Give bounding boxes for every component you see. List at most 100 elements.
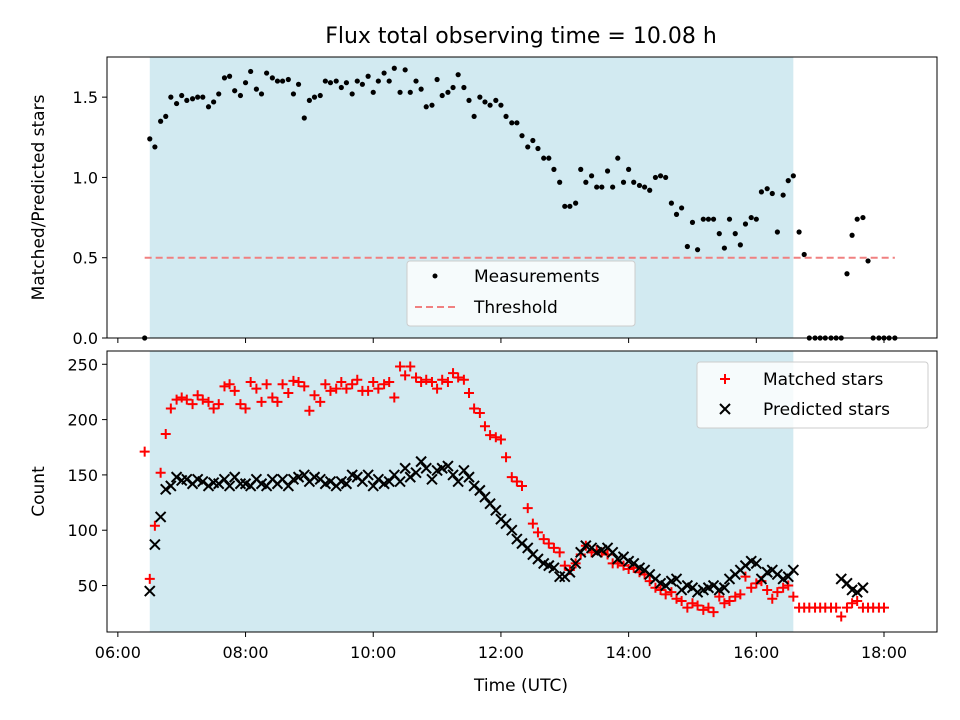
measurement-point [849,232,855,238]
matched-star-point [698,604,709,615]
y-tick-label: 50 [78,577,98,596]
matched-star-point [841,602,852,613]
matched-star-point [235,399,246,410]
matched-star-point [368,376,379,387]
predicted-star-point [463,471,475,483]
predicted-star-point [474,484,486,497]
measurement-point [599,184,605,190]
count-legend-box [696,361,929,429]
measurement-point [397,89,403,95]
measurement-point [525,144,531,150]
x-tick-label: 18:00 [861,643,907,662]
matched-star-point [229,385,240,396]
measurement-point [541,155,547,161]
matched-star-point [559,560,570,571]
matched-star-point [783,580,794,591]
matched-star-point [379,379,390,390]
predicted-star-point [782,570,794,583]
count-panel: 50 100 150 200 250 06:00 08:00 10:00 12:00 14:00… [29,350,938,662]
matched-star-point [208,403,219,414]
predicted-star-point [670,573,683,585]
predicted-star-point [564,566,576,578]
matched-star-point [426,376,437,387]
measurement-point [785,178,791,184]
y-tick-label: 250 [67,355,98,374]
matched-star-point [442,376,453,387]
matched-star-point [176,392,187,403]
predicted-star-point [452,475,464,488]
measurement-point [413,78,419,84]
matched-star-point [400,370,411,381]
measurement-point [583,179,589,185]
matched-star-point [192,390,203,401]
matched-star-point [724,596,735,607]
measurement-point [429,102,435,108]
matched-star-point [453,372,464,383]
x-tick-label: 10:00 [350,643,396,662]
measurement-point [710,216,717,222]
matched-star-point [272,396,283,407]
matched-star-point [464,388,475,399]
measurement-point [780,192,786,198]
predicted-star-point [160,483,172,495]
measurement-point [450,84,456,91]
measurement-point [343,80,350,86]
y-tick-label: 0.5 [73,249,98,268]
predicted-star-point [841,577,853,590]
predicted-star-point [522,542,534,554]
predicted-star-point [223,480,236,492]
measurement-point [615,155,621,161]
measurement-point [844,271,850,277]
matched-star-point [527,518,538,529]
measurement-point [147,136,153,142]
matched-star-point [213,399,224,410]
matched-star-point [416,376,427,387]
matched-star-point [554,547,565,558]
x-axis-label: Time (UTC) [473,676,568,696]
measurement-point [179,92,185,99]
matched-star-point [267,392,278,403]
predicted-star-point [218,473,231,486]
measurement-point [493,97,499,103]
predicted-star-point [170,471,183,483]
matched-star-point [347,379,358,390]
matched-star-point [831,602,842,613]
predicted-star-point [718,582,731,594]
measurement-point [434,76,440,83]
matched-star-point [171,394,182,405]
matched-star-point [788,591,799,602]
measurement-point [594,184,600,190]
matched-star-point [687,598,698,609]
measurement-point [758,189,765,195]
measurement-point [716,231,722,237]
measurement-point [439,92,445,99]
matched-star-point [261,379,272,390]
legend-x-glyph [719,403,731,415]
measurement-point [423,104,429,110]
measurement-point [684,243,690,250]
count-axes-frame [106,350,938,633]
measurement-point [189,96,196,102]
measurement-point [769,190,775,197]
legend-matched-plus-icon [720,374,730,384]
measurement-point [514,120,520,126]
measurement-point [349,91,355,97]
y-tick-label: 150 [67,466,98,485]
measurement-point [407,89,413,95]
x-tick-label: 08:00 [222,643,268,662]
ratio-legend-box [406,260,636,327]
measurement-point [253,86,259,92]
matched-star-point [671,593,682,604]
matched-star-point [719,598,730,609]
matched-star-point [155,467,166,478]
measurement-point [647,187,653,193]
measurement-point [327,80,334,86]
measurement-point [503,113,509,120]
x-tick-label: 14:00 [606,643,652,662]
measurement-point [652,174,659,181]
measurement-point [588,173,595,179]
measurement-point [269,75,275,81]
matched-star-point [746,582,757,593]
predicted-star-point [399,462,411,474]
